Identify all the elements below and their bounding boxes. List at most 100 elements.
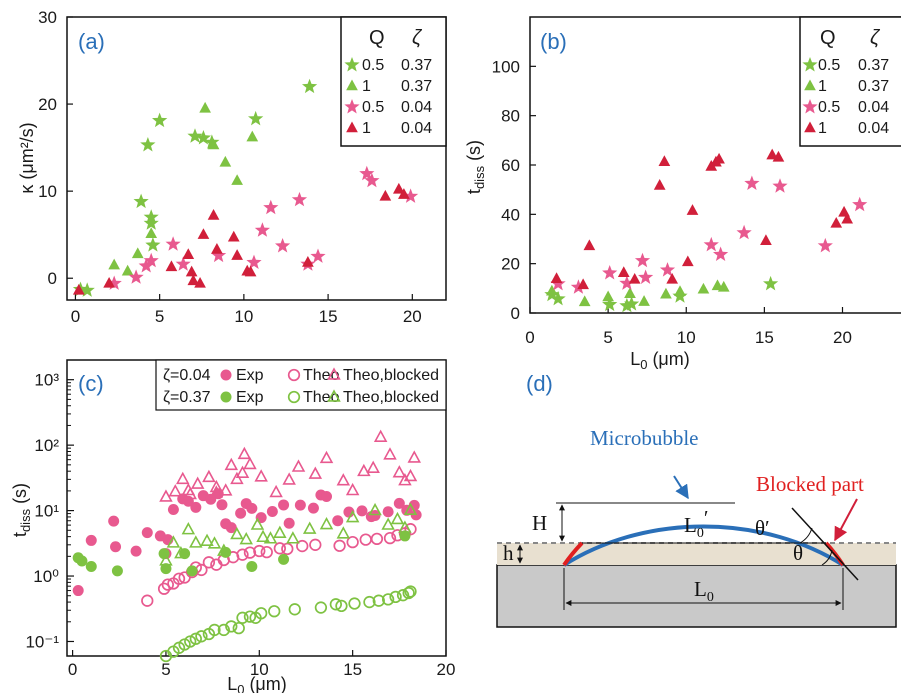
c-point-series1 (346, 535, 359, 549)
a-point-series3 (302, 256, 314, 267)
legend-a-zeta-header: ζ (412, 27, 423, 49)
b-point-series1 (602, 290, 614, 302)
a-point-series3 (103, 276, 115, 288)
panel-b-xlabel: L0 (μm) (630, 349, 690, 372)
b-point-series2 (736, 224, 752, 240)
x-tick-label: 15 (319, 307, 338, 326)
c-point-series4 (363, 595, 376, 609)
theta-arc (821, 549, 833, 566)
c-point-series5 (345, 509, 360, 523)
legend-c-exp-2: Exp (236, 389, 264, 406)
panel-a-legend: Q ζ 0.5 0.37 1 0.37 0.5 0.04 1 0.04 (340, 16, 447, 147)
panel-a-points (72, 78, 419, 297)
panel-c-ylabel: tdiss (s) (10, 483, 33, 537)
c-point-series0 (278, 499, 290, 511)
b-point-series3 (760, 234, 772, 245)
legend-b-marker-3 (804, 121, 816, 133)
c-point-series2 (357, 463, 371, 477)
b-point-series3 (766, 148, 779, 160)
x-tick-label: 5 (161, 660, 170, 679)
c-point-series0 (332, 515, 344, 527)
c-point-series0 (294, 499, 306, 511)
panel-a-ticks: 0 5 10 15 20 0 10 20 30 (38, 8, 422, 326)
y-tick-label: 60 (501, 156, 520, 175)
a-point-series3 (182, 248, 195, 259)
c-point-series4 (232, 621, 245, 635)
legend-c-marker-4 (287, 390, 301, 404)
c-point-series5 (174, 545, 188, 559)
a-point-series0 (302, 78, 318, 94)
legend-a-q-0: 0.5 (362, 57, 384, 74)
b-point-series0 (550, 290, 566, 306)
b-point-series3 (713, 152, 725, 164)
b-point-series3 (583, 239, 596, 251)
panel-a: (a) 0 5 10 15 20 0 10 20 30 κ (μm²/s) Q ζ 0.5 0.3… (17, 8, 447, 326)
b-point-series3 (681, 255, 694, 267)
x-tick-label: 10 (677, 328, 696, 347)
c-point-series2 (183, 486, 197, 500)
c-point-series0 (408, 499, 420, 511)
a-point-series3 (165, 260, 178, 272)
panel-a-ylabel: κ (μm²/s) (17, 122, 37, 193)
legend-b-q-0: 0.5 (818, 57, 840, 74)
a-point-series2 (291, 191, 308, 207)
legend-c-marker-3 (220, 391, 232, 403)
c-point-series2 (373, 429, 388, 442)
c-point-series1 (370, 532, 384, 546)
c-point-series2 (336, 473, 351, 486)
c-point-series3 (85, 560, 97, 572)
c-point-series4 (348, 597, 361, 610)
a-point-series1 (108, 258, 121, 270)
label-theta: θ (793, 541, 803, 565)
c-point-series1 (141, 594, 154, 607)
a-point-series0 (133, 193, 149, 209)
x-tick-label: 0 (525, 328, 534, 347)
y-tick-label: 100 (492, 57, 520, 76)
c-point-series5 (189, 535, 203, 548)
legend-b-z-2: 0.04 (858, 99, 889, 116)
a-point-series2 (263, 199, 279, 215)
a-point-series2 (165, 236, 181, 251)
a-point-series3 (379, 189, 392, 201)
b-point-series2 (550, 275, 566, 291)
c-point-series5 (302, 521, 317, 534)
c-point-series0 (393, 497, 405, 509)
c-point-series3 (278, 553, 290, 565)
a-point-series1 (145, 227, 158, 239)
c-point-series4 (396, 589, 410, 602)
label-L0: L0 (694, 577, 714, 605)
a-point-series2 (211, 247, 227, 263)
legend-b-z-3: 0.04 (858, 120, 889, 137)
c-point-series4 (329, 598, 342, 611)
c-point-series0 (369, 510, 381, 522)
label-blocked-part: Blocked part (756, 472, 864, 496)
panel-c-ticks: 0 5 10 15 20 10⁻¹ 10⁰ 10¹ 10² 10³ (25, 359, 456, 679)
c-point-series2 (190, 476, 205, 489)
c-point-series1 (333, 539, 346, 552)
legend-b-marker-0 (802, 57, 818, 72)
c-point-series2 (269, 484, 283, 498)
c-point-series5 (398, 520, 412, 533)
c-point-series0 (321, 491, 333, 503)
c-point-series0 (246, 502, 258, 514)
b-point-series3 (666, 272, 679, 284)
c-point-series1 (359, 533, 372, 546)
c-point-series1 (281, 542, 294, 556)
c-point-series4 (189, 632, 202, 645)
x-tick-label: 20 (437, 660, 456, 679)
c-point-series0 (85, 534, 97, 546)
label-theta-prime: θ′ (755, 516, 770, 540)
b-point-series1 (674, 285, 686, 297)
a-point-series0 (195, 130, 211, 145)
panel-b-ylabel: tdiss (s) (464, 140, 487, 194)
b-point-series2 (772, 178, 788, 193)
b-point-series1 (578, 295, 591, 307)
c-point-series4 (195, 630, 208, 643)
label-microbubble: Microbubble (590, 426, 698, 450)
b-point-series2 (852, 196, 868, 212)
legend-c-theo-1: Theo (303, 367, 340, 384)
c-point-series4 (236, 611, 249, 624)
c-point-series4 (288, 603, 301, 616)
a-point-series3 (398, 188, 410, 199)
b-point-series0 (624, 296, 640, 311)
